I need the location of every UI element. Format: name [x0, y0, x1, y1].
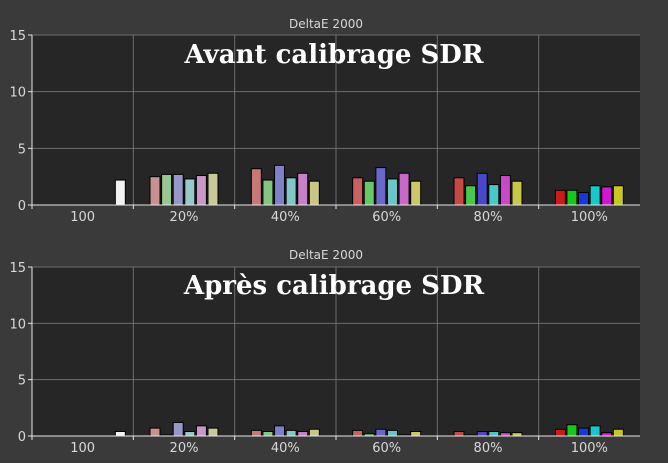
chart1-bar	[554, 189, 566, 206]
chart2-bar	[612, 428, 624, 437]
chart1-bar	[363, 180, 375, 206]
chart1-bar	[612, 185, 624, 206]
chart2-bar	[453, 430, 465, 437]
chart1-ytick-label: 5	[18, 142, 26, 157]
chart1-bar	[589, 185, 601, 206]
chart1-bar	[297, 172, 309, 206]
chart1-bar	[488, 184, 500, 206]
chart2-annotation: Après calibrage SDR	[183, 271, 485, 301]
chart1-bar	[410, 180, 422, 206]
chart1-bar	[375, 167, 387, 206]
chart1-annotation: Avant calibrage SDR	[184, 40, 484, 70]
chart2-bar	[250, 429, 262, 437]
chart1-bar	[149, 176, 161, 206]
chart2-xtick-label: 100%	[571, 441, 608, 456]
chart2-xtick-label: 100	[70, 441, 95, 456]
chart1-xtick-label: 60%	[372, 210, 401, 225]
chart2-bar	[601, 432, 613, 437]
chart2-bar	[554, 428, 566, 437]
chart2-bar	[566, 424, 578, 437]
chart2-bar	[274, 425, 286, 437]
chart2-ytick-label: 0	[18, 430, 26, 445]
chart1-bar	[578, 192, 590, 206]
chart2-title: DeltaE 2000	[289, 248, 363, 262]
chart1-ytick-label: 0	[18, 199, 26, 214]
chart2-bar	[589, 425, 601, 437]
chart2-bar	[172, 421, 184, 437]
chart1-bar	[161, 173, 173, 206]
chart2-xtick-label: 40%	[271, 441, 300, 456]
chart1-xtick-label: 100	[70, 210, 95, 225]
chart1-bar	[386, 178, 398, 206]
chart2-bar	[488, 430, 500, 437]
chart1-bar	[511, 180, 523, 206]
chart2-bar	[285, 429, 297, 437]
chart1-bar	[184, 178, 196, 206]
chart2: 0 5 10 15 100 20% 40% 60% 80% 100% DeltaE 2000 Aprè…	[9, 248, 640, 456]
chart1-xtick-label: 100%	[571, 210, 608, 225]
chart2-bar	[114, 430, 126, 437]
chart1-xtick-label: 80%	[474, 210, 503, 225]
chart2-xtick-label: 20%	[170, 441, 199, 456]
chart1-bar	[250, 168, 262, 206]
chart2-bar	[386, 429, 398, 437]
chart2-xtick-label: 80%	[474, 441, 503, 456]
chart2-ytick-label: 15	[9, 261, 26, 276]
chart1-xtick-label: 40%	[271, 210, 300, 225]
chart1-title: DeltaE 2000	[289, 17, 363, 31]
chart1-bar	[195, 175, 207, 206]
chart2-ytick-label: 5	[18, 374, 26, 389]
chart1-ytick-label: 10	[9, 86, 26, 101]
chart2-xtick-label: 60%	[372, 441, 401, 456]
chart2-bar	[207, 427, 219, 437]
chart1-bar	[398, 172, 410, 206]
chart1-bar	[285, 177, 297, 206]
chart1-bar	[308, 180, 320, 206]
chart2-bar	[476, 430, 488, 437]
chart2-bar	[262, 430, 274, 437]
chart1-bar	[172, 173, 184, 206]
chart2-bar	[511, 432, 523, 437]
chart1-bar	[476, 172, 488, 206]
chart1-bar	[274, 164, 286, 206]
chart2-ytick-label: 10	[9, 317, 26, 332]
chart2-bar	[195, 425, 207, 437]
chart2-bar	[297, 430, 309, 437]
chart1-xtick-label: 20%	[170, 210, 199, 225]
chart1-bar	[465, 185, 477, 206]
chart2-bar	[184, 430, 196, 437]
chart1-bar	[262, 179, 274, 206]
chart1-ytick-label: 15	[9, 29, 26, 44]
chart2-bar	[578, 427, 590, 437]
chart2-bar	[149, 427, 161, 437]
chart2-bar	[410, 430, 422, 437]
chart1-bar	[453, 177, 465, 206]
chart2-bar	[375, 428, 387, 437]
chart1-bar	[207, 172, 219, 206]
chart1-bar	[499, 175, 511, 206]
chart1-bar	[566, 189, 578, 206]
chart1: 0 5 10 15 100 20% 40% 60% 80% 100% DeltaE 2000 Avan…	[9, 17, 640, 225]
chart1-bar	[114, 179, 126, 206]
chart2-bar	[352, 429, 364, 437]
chart2-bar	[308, 428, 320, 437]
chart1-bar	[352, 177, 364, 206]
chart2-bar	[499, 432, 511, 437]
chart1-bar	[601, 186, 613, 206]
